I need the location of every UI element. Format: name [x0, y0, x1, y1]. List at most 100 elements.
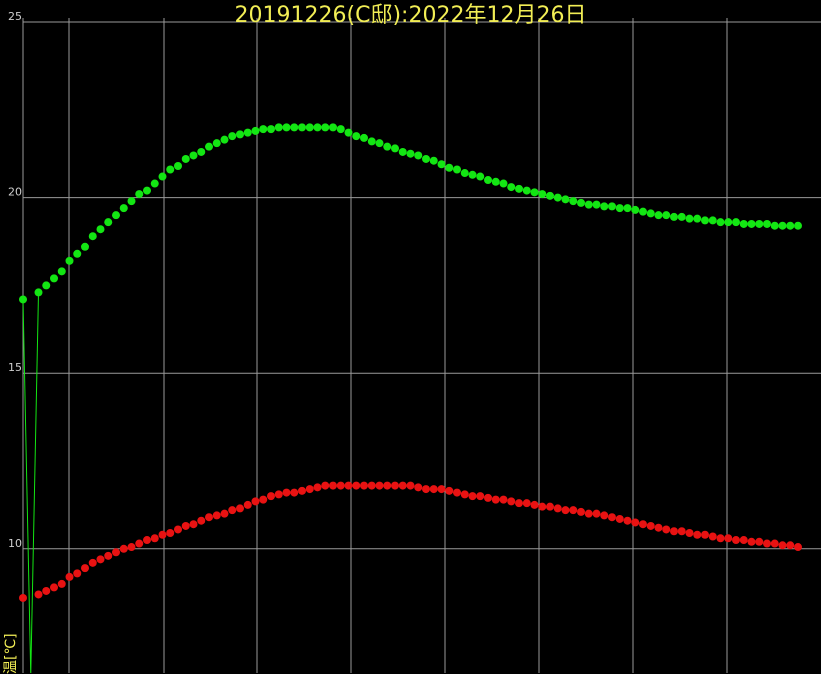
- red-series-point: [104, 551, 113, 560]
- red-series-point: [646, 521, 655, 530]
- green-series-point: [677, 212, 686, 221]
- green-series-point: [321, 123, 330, 132]
- green-series-point: [352, 132, 361, 141]
- green-series-point: [81, 242, 89, 251]
- red-series-point: [344, 481, 353, 490]
- red-series-point: [468, 492, 477, 501]
- red-series-point: [763, 539, 771, 548]
- green-series-point: [329, 123, 337, 132]
- green-series-point: [96, 225, 105, 234]
- green-series-point: [205, 142, 213, 151]
- y-tick-label: 25: [8, 10, 22, 23]
- red-series-point: [445, 486, 454, 495]
- green-series-point: [639, 207, 647, 216]
- red-series-point: [507, 497, 516, 506]
- red-series-point: [220, 509, 229, 518]
- green-series-point: [693, 214, 702, 223]
- red-series-point: [360, 481, 368, 490]
- green-series-point: [150, 179, 159, 188]
- green-series-point: [437, 160, 446, 169]
- green-series-point: [685, 214, 694, 223]
- red-series-point: [181, 521, 190, 530]
- red-series-point: [228, 506, 237, 515]
- red-series-point: [530, 500, 539, 509]
- red-series-point: [608, 513, 616, 522]
- red-series-point: [623, 516, 632, 525]
- green-series-point: [422, 154, 430, 163]
- green-series-point: [290, 123, 299, 132]
- red-series-point: [143, 536, 151, 545]
- y-tick-label: 15: [8, 361, 22, 374]
- red-series-point: [88, 558, 97, 567]
- green-series-point: [119, 204, 128, 213]
- red-series-point: [569, 506, 578, 515]
- red-series-point: [150, 534, 159, 543]
- green-series-point: [584, 200, 593, 209]
- green-series-point: [429, 156, 438, 165]
- green-series-point: [336, 125, 345, 134]
- y-tick-labels: 25 20 15 10: [8, 10, 22, 550]
- red-series-point: [429, 485, 438, 494]
- green-series-point: [158, 172, 167, 181]
- green-series-point: [755, 219, 764, 228]
- red-series-point: [577, 507, 585, 516]
- green-series-point: [73, 249, 82, 258]
- green-series-point: [453, 165, 461, 174]
- red-series-point: [453, 488, 461, 497]
- green-series-point: [367, 137, 376, 146]
- red-series-point: [654, 523, 663, 532]
- green-series-point: [34, 288, 43, 297]
- red-series-point: [174, 525, 182, 534]
- red-series-point: [96, 555, 105, 564]
- green-series-point: [445, 163, 454, 172]
- green-series-point: [538, 190, 547, 199]
- red-series-point: [600, 511, 609, 520]
- green-series-point: [65, 256, 74, 265]
- green-series-point: [181, 154, 190, 163]
- red-series-point: [42, 586, 51, 595]
- green-series-point: [739, 219, 748, 228]
- red-series-point: [422, 485, 430, 494]
- green-series-point: [778, 221, 787, 230]
- green-series-point: [701, 216, 709, 225]
- red-series-point: [298, 486, 306, 495]
- red-series-point: [112, 548, 120, 557]
- red-series-point: [127, 543, 136, 552]
- green-series-point: [104, 218, 113, 227]
- green-series-point: [259, 125, 268, 134]
- green-series-point: [220, 135, 229, 144]
- red-series-point: [499, 495, 508, 504]
- green-series-point: [646, 209, 655, 218]
- green-series-point: [375, 139, 384, 148]
- green-series-point: [708, 216, 717, 225]
- red-series-point: [274, 490, 283, 499]
- green-series-point: [670, 212, 678, 221]
- green-series-point: [42, 281, 51, 290]
- red-series-point: [770, 539, 779, 548]
- green-series-point: [251, 126, 260, 135]
- green-series-point: [174, 161, 182, 170]
- red-series-point: [414, 483, 423, 492]
- red-series-point: [251, 497, 260, 506]
- green-series-point: [135, 190, 144, 199]
- green-series-point: [662, 211, 671, 220]
- red-series-point: [212, 511, 221, 520]
- green-series-point: [298, 123, 306, 132]
- red-series-point: [476, 492, 485, 501]
- green-series-point: [499, 179, 508, 188]
- red-series-point: [290, 488, 299, 497]
- green-series-point: [515, 184, 523, 193]
- y-axis-label: 温[℃]: [3, 633, 19, 674]
- red-series-point: [197, 516, 206, 525]
- red-series-point: [592, 509, 601, 518]
- green-series-point: [19, 295, 27, 304]
- green-series-point: [344, 128, 353, 137]
- red-series-point: [367, 481, 376, 490]
- red-series-point: [205, 513, 213, 522]
- green-series-point: [143, 186, 151, 195]
- red-series-point: [313, 483, 322, 492]
- green-series-point: [654, 211, 663, 220]
- green-series-point: [243, 128, 252, 137]
- green-series-point: [274, 123, 283, 132]
